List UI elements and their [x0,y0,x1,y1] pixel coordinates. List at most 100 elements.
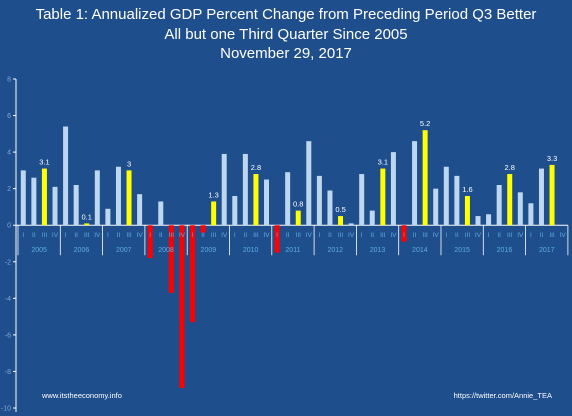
quarter-label: II [370,232,374,239]
year-label-2016: 2016 [497,247,513,254]
quarter-label: I [318,232,320,239]
quarter-label: II [413,232,417,239]
quarter-label: III [380,232,386,239]
quarter-label: I [488,232,490,239]
quarter-label: III [296,232,302,239]
year-label-2005: 2005 [31,247,47,254]
quarter-label: IV [433,232,440,239]
bar-2006-q2 [73,185,79,226]
y-tick-label: 4 [7,150,11,157]
data-label-2009: 1.3 [208,190,218,199]
quarter-label: IV [52,232,59,239]
quarter-label: IV [348,232,355,239]
y-tick-label: -6 [5,332,11,339]
year-label-2015: 2015 [454,247,470,254]
bar-2010-q4 [264,179,270,226]
bar-2012-q1 [316,175,322,226]
quarter-label: IV [390,232,397,239]
bar-2013-q4 [390,152,396,226]
bar-2017-q1 [528,203,534,226]
year-label-2012: 2012 [327,247,343,254]
year-label-2010: 2010 [243,247,259,254]
quarter-label: II [455,232,459,239]
data-label-2014: 5.2 [420,119,430,128]
bar-2014-q2 [412,141,418,226]
quarter-label: I [276,232,278,239]
quarter-label: III [84,232,90,239]
quarter-label: IV [560,232,567,239]
y-tick-label: -8 [5,369,11,376]
year-label-2017: 2017 [539,247,555,254]
chart-date: November 29, 2017 [220,45,352,62]
bar-2011-q1 [274,225,280,253]
bar-2016-q1 [486,214,492,226]
bar-2011-q4 [306,141,312,226]
y-tick-label: -10 [1,406,11,413]
bar-2017-q3 [549,164,555,226]
quarter-label: I [22,232,24,239]
quarter-label: III [211,232,217,239]
quarter-label: IV [517,232,524,239]
bar-2011-q2 [285,172,291,226]
quarter-label: II [540,232,544,239]
quarter-label: IV [475,232,482,239]
chart-subtitle: All but one Third Quarter Since 2005 [164,26,408,43]
bar-2008-q3 [168,225,174,293]
bar-2006-q1 [63,126,69,226]
year-label-2007: 2007 [116,247,132,254]
bar-2009-q1 [189,225,195,323]
data-label-2005: 3.1 [39,158,49,167]
bar-2016-q3 [507,174,513,226]
data-label-2007: 3 [127,159,131,168]
quarter-label: I [149,232,151,239]
quarter-label: I [192,232,194,239]
data-label-2006: 0.1 [82,212,92,221]
bar-2009-q4 [221,153,227,226]
bar-2013-q1 [359,174,365,226]
bar-2010-q3 [253,174,259,226]
quarter-label: II [201,232,205,239]
bar-2010-q2 [242,153,248,226]
year-label-2011: 2011 [285,247,300,254]
quarter-label: II [117,232,121,239]
quarter-label: III [338,232,344,239]
footer-website: www.itstheeconomy.info [42,391,122,400]
bar-2016-q4 [517,192,523,226]
quarter-label: IV [137,232,144,239]
data-label-2013: 3.1 [378,158,388,167]
data-label-2012: 0.5 [335,205,345,214]
quarter-label: IV [179,232,186,239]
bar-2016-q2 [496,185,502,226]
quarter-label: III [549,232,555,239]
quarter-label: I [107,232,109,239]
bar-2015-q4 [475,216,481,226]
data-label-2011: 0.8 [293,200,303,209]
bar-2014-q1 [401,225,407,242]
quarter-label: III [507,232,513,239]
quarter-label: II [74,232,78,239]
year-label-2008: 2008 [158,247,174,254]
y-tick-label: 8 [7,77,11,84]
quarter-label: I [530,232,532,239]
bar-2007-q3 [126,170,132,226]
bar-2005-q4 [52,186,58,226]
y-tick-label: -2 [5,259,11,266]
quarter-label: I [403,232,405,239]
bar-2013-q2 [369,210,375,226]
bar-2005-q1 [20,170,26,226]
bar-2007-q1 [105,208,111,226]
bar-2013-q3 [380,168,386,226]
quarter-label: III [422,232,428,239]
quarter-label: II [497,232,501,239]
quarter-label: II [32,232,36,239]
y-tick-label: 0 [7,223,11,230]
bar-2015-q3 [464,195,470,226]
bar-2007-q4 [137,194,143,226]
bar-2005-q2 [31,177,37,226]
year-label-2013: 2013 [370,247,386,254]
bar-2008-q4 [179,225,185,388]
quarter-label: II [159,232,163,239]
year-label-2014: 2014 [412,247,428,254]
data-label-2015: 1.6 [462,185,472,194]
